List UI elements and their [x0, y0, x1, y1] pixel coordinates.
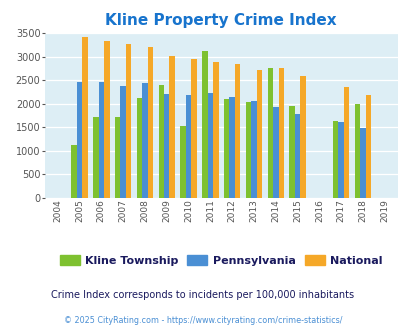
Bar: [224, 99, 229, 198]
Text: Crime Index corresponds to incidents per 100,000 inhabitants: Crime Index corresponds to incidents per…: [51, 290, 354, 300]
Bar: [365, 95, 370, 198]
Bar: [164, 94, 169, 198]
Bar: [354, 104, 359, 198]
Bar: [104, 41, 109, 198]
Bar: [332, 121, 338, 198]
Bar: [256, 70, 262, 198]
Bar: [251, 101, 256, 198]
Bar: [207, 93, 213, 198]
Bar: [136, 98, 142, 198]
Bar: [229, 97, 234, 198]
Bar: [343, 87, 349, 198]
Bar: [213, 62, 218, 198]
Bar: [245, 102, 251, 198]
Bar: [338, 122, 343, 198]
Bar: [77, 82, 82, 198]
Bar: [359, 128, 365, 198]
Bar: [267, 68, 273, 198]
Bar: [169, 56, 175, 198]
Bar: [202, 51, 207, 198]
Bar: [115, 117, 120, 198]
Bar: [300, 76, 305, 198]
Bar: [120, 86, 126, 198]
Bar: [289, 106, 294, 198]
Bar: [273, 107, 278, 198]
Bar: [142, 83, 147, 198]
Bar: [82, 37, 87, 198]
Legend: Kline Township, Pennsylvania, National: Kline Township, Pennsylvania, National: [58, 253, 384, 268]
Bar: [234, 64, 240, 198]
Text: © 2025 CityRating.com - https://www.cityrating.com/crime-statistics/: © 2025 CityRating.com - https://www.city…: [64, 316, 341, 325]
Bar: [158, 85, 164, 198]
Bar: [71, 145, 77, 198]
Bar: [180, 126, 185, 198]
Bar: [185, 95, 191, 198]
Bar: [93, 117, 98, 198]
Bar: [191, 59, 196, 198]
Bar: [98, 82, 104, 198]
Bar: [147, 47, 153, 198]
Bar: [126, 44, 131, 198]
Title: Kline Property Crime Index: Kline Property Crime Index: [105, 13, 336, 28]
Bar: [294, 114, 300, 198]
Bar: [278, 68, 283, 198]
